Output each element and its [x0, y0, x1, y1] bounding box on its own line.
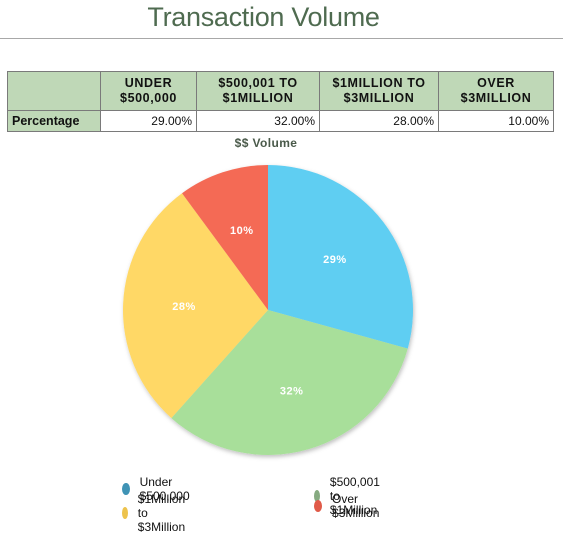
- pie-slice-label: 32%: [280, 386, 304, 398]
- pie-slices: [122, 165, 413, 456]
- transaction-table: UNDER $500,000 $500,001 TO $1MILLION $1M…: [7, 71, 554, 132]
- table-header-500k-1m: $500,001 TO $1MILLION: [196, 71, 320, 111]
- legend-item: Under $500,000: [122, 475, 194, 503]
- table-header-row: UNDER $500,000 $500,001 TO $1MILLION $1M…: [7, 71, 554, 111]
- pie-slice-1m-3m: [122, 193, 269, 419]
- row-label-percentage: Percentage: [7, 110, 101, 132]
- header-line: $500,001 TO: [218, 76, 298, 90]
- pie-slice-label: 28%: [172, 301, 196, 313]
- pie-chart: 29% 32% 28% 10%: [122, 165, 413, 456]
- header-line: $1MILLION TO: [332, 76, 426, 90]
- legend-label: Over $3Million: [332, 492, 380, 520]
- header-line: $1MILLION: [222, 91, 294, 105]
- pie-slice-label: 10%: [230, 225, 254, 237]
- legend-item: Over $3Million: [314, 492, 383, 520]
- title-divider: [0, 38, 563, 39]
- table-header-over-3m: OVER $3MILLION: [438, 71, 554, 111]
- legend-item: $1Million to $3Million: [122, 492, 191, 534]
- table-cell-value: 32.00%: [196, 110, 320, 132]
- legend-swatch: [314, 500, 323, 512]
- legend-label: $500,001 to $1Million: [329, 475, 380, 517]
- table-header-under-500k: UNDER $500,000: [100, 71, 197, 111]
- legend-label: $1Million to $3Million: [137, 492, 186, 534]
- table-cell-value: 10.00%: [438, 110, 554, 132]
- header-line: OVER: [477, 76, 515, 90]
- table-header-1m-3m: $1MILLION TO $3MILLION: [319, 71, 439, 111]
- legend-swatch: [122, 483, 130, 495]
- legend-swatch: [122, 507, 128, 519]
- header-line: $500,000: [120, 91, 177, 105]
- header-line: UNDER: [124, 76, 173, 90]
- legend-label: Under $500,000: [139, 475, 190, 503]
- table-cell-value: 28.00%: [319, 110, 439, 132]
- table-row: Percentage 29.00% 32.00% 28.00% 10.00%: [7, 110, 554, 132]
- pie-slice-over-3m: [182, 165, 268, 310]
- pie-slice-label: 29%: [323, 254, 347, 266]
- legend-item: $500,001 to $1Million: [314, 475, 386, 517]
- pie-slice-500k-1m: [171, 310, 408, 456]
- chart-title: $$ Volume: [234, 136, 298, 150]
- pie-slice-under-500k: [268, 165, 413, 349]
- header-line: $3MILLION: [460, 91, 532, 105]
- page-title: Transaction Volume: [147, 2, 380, 32]
- header-line: $3MILLION: [343, 91, 415, 105]
- table-header-corner: [7, 71, 101, 111]
- legend-swatch: [314, 490, 320, 502]
